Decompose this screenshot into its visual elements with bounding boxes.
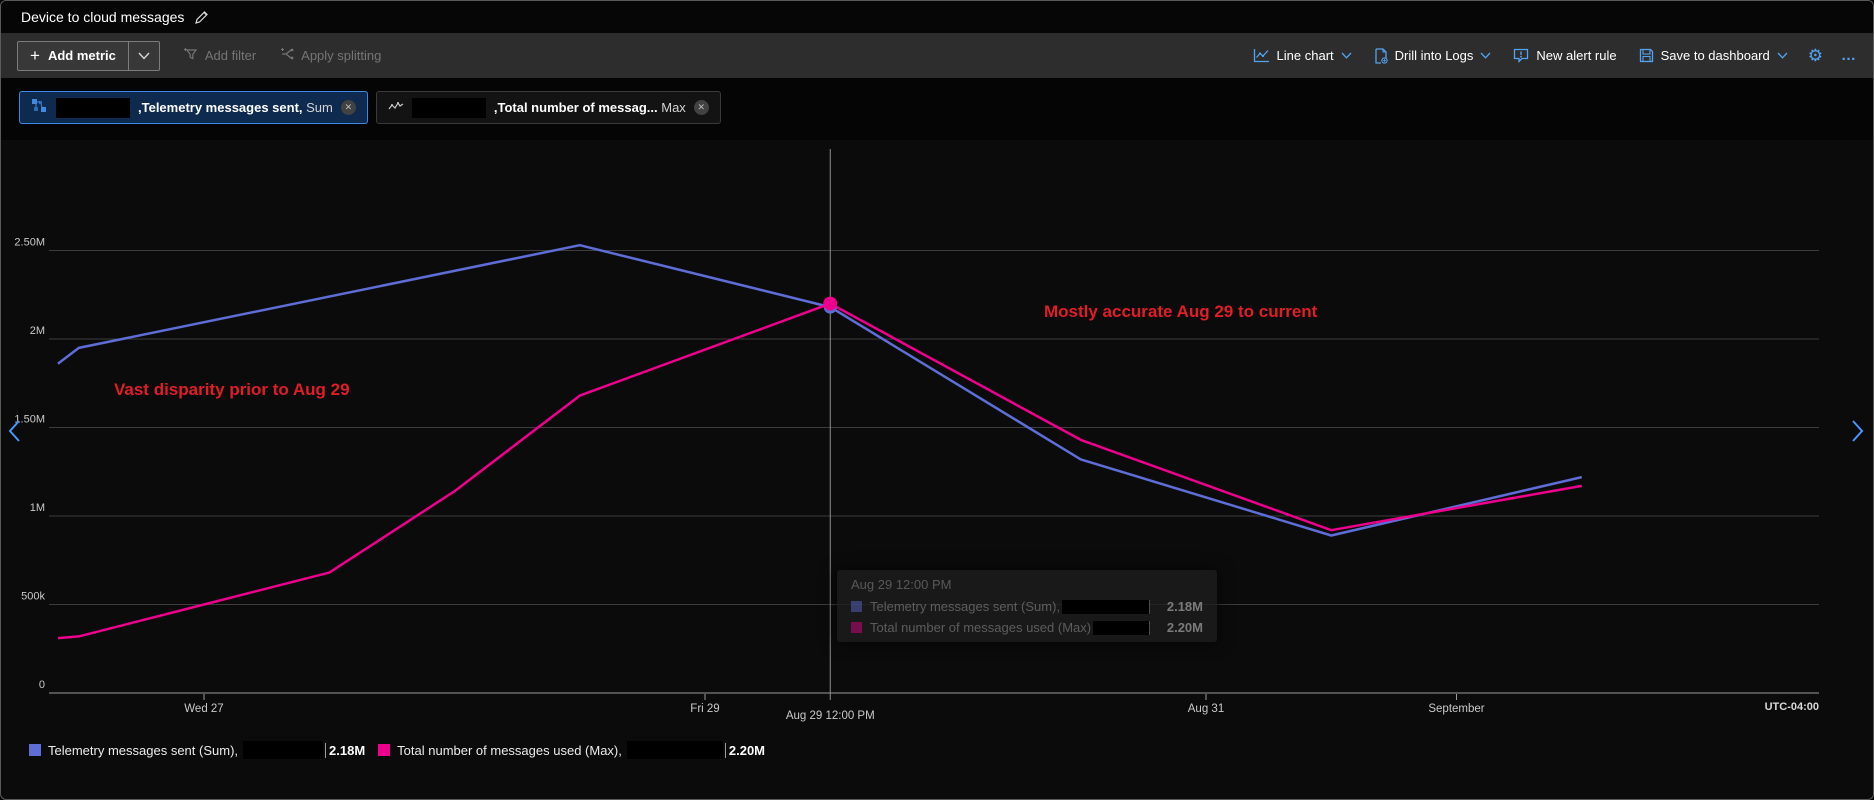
save-to-dashboard-button[interactable]: Save to dashboard: [1639, 48, 1788, 63]
plus-icon: +: [30, 46, 40, 65]
highlight-dot-pink: [823, 296, 838, 311]
tooltip-row: Telemetry messages sent (Sum), 2.18M: [851, 597, 1203, 616]
redacted-resource-name: [243, 741, 324, 759]
alert-rule-icon: [1513, 48, 1529, 63]
series-swatch: [378, 744, 391, 756]
add-filter-label: Add filter: [204, 48, 257, 63]
chart-type-selector[interactable]: Line chart: [1253, 48, 1352, 63]
add-metric-dropdown[interactable]: [129, 42, 159, 70]
iot-hub-icon: [31, 98, 48, 118]
add-metric-label: Add metric: [47, 48, 116, 63]
title-bar: Device to cloud messages: [1, 1, 1873, 33]
y-axis-label: 0: [39, 679, 45, 691]
chevron-down-icon: [1480, 52, 1491, 59]
apply-splitting-button[interactable]: Apply splitting: [280, 47, 381, 64]
annotation-vast-disparity: Vast disparity prior to Aug 29: [114, 380, 350, 399]
legend-item-telemetry[interactable]: Telemetry messages sent (Sum), 2.18M: [29, 741, 365, 759]
button-divider: [127, 41, 129, 70]
add-metric-button[interactable]: + Add metric: [17, 40, 160, 71]
toolbar: + Add metric Add filter Apply splitting: [1, 33, 1873, 78]
splitting-icon: [280, 47, 295, 64]
tooltip-separator: [1149, 620, 1150, 635]
legend-separator: [724, 742, 726, 758]
redacted-resource-name: [56, 97, 130, 118]
annotation-mostly-accurate: Mostly accurate Aug 29 to current: [1044, 302, 1318, 321]
legend-separator: [325, 742, 327, 758]
y-axis-label: 1M: [30, 502, 45, 514]
y-axis-label: 1.50M: [14, 414, 45, 426]
chip-metric-name: ,Telemetry messages sent,: [138, 100, 303, 115]
tooltip-series-label: Total number of messages used (Max): [870, 620, 1092, 635]
scroll-time-right-chevron[interactable]: [1851, 419, 1865, 448]
drill-into-logs-label: Drill into Logs: [1394, 48, 1474, 63]
chip-aggregation-value: Sum: [306, 100, 333, 115]
tooltip-row: Total number of messages used (Max) 2.20…: [851, 618, 1203, 637]
chart-type-label: Line chart: [1276, 48, 1334, 63]
tooltip-series-value: 2.20M: [1166, 620, 1203, 635]
x-axis-label: Fri 29: [690, 703, 719, 715]
filter-icon: [183, 47, 199, 64]
chip-metric-name: ,Total number of messag...: [493, 100, 658, 115]
new-alert-rule-label: New alert rule: [1536, 48, 1617, 63]
messages-used-line: [57, 302, 1583, 640]
chip-aggregation-value: Max: [661, 100, 686, 115]
redacted-resource-name: [626, 741, 723, 759]
apply-splitting-label: Apply splitting: [301, 48, 382, 63]
save-icon: [1639, 48, 1654, 63]
logs-document-icon: [1374, 47, 1388, 64]
more-options-ellipsis[interactable]: …: [1841, 47, 1857, 64]
chart-tooltip: Aug 29 12:00 PM Telemetry messages sent …: [837, 570, 1217, 642]
y-axis-label: 2.50M: [14, 237, 45, 249]
x-axis-label: September: [1428, 703, 1484, 715]
x-axis-label: Wed 27: [184, 703, 223, 715]
settings-gear-icon[interactable]: ⚙: [1807, 45, 1823, 65]
legend-value: 2.20M: [728, 742, 766, 758]
legend-label: Telemetry messages sent (Sum),: [48, 742, 239, 758]
series-swatch: [851, 601, 862, 612]
legend-value: 2.18M: [329, 742, 366, 758]
legend-item-total-messages[interactable]: Total number of messages used (Max), 2.2…: [378, 741, 765, 759]
series-swatch: [851, 622, 862, 633]
legend-label: Total number of messages used (Max),: [397, 742, 622, 758]
crosshair-time-label: Aug 29 12:00 PM: [786, 710, 875, 722]
drill-into-logs-button[interactable]: Drill into Logs: [1374, 47, 1492, 64]
metric-chip-total-messages[interactable]: ,Total number of messag... Max ✕: [375, 91, 721, 124]
x-axis-label: Aug 31: [1188, 703, 1224, 715]
tooltip-series-label: Telemetry messages sent (Sum),: [870, 599, 1061, 614]
remove-metric-icon[interactable]: ✕: [693, 100, 709, 115]
tooltip-separator: [1149, 599, 1150, 614]
tooltip-timestamp: Aug 29 12:00 PM: [851, 577, 952, 592]
metric-chip-telemetry[interactable]: ,Telemetry messages sent, Sum ✕: [19, 91, 368, 124]
redacted-resource-name: [411, 97, 486, 118]
series-swatch: [29, 744, 41, 756]
chart-legend: Telemetry messages sent (Sum), 2.18M Tot…: [29, 741, 765, 759]
redacted-resource-name: [1062, 599, 1150, 614]
line-chart-icon: [1253, 48, 1270, 63]
chevron-down-icon: [1341, 52, 1352, 59]
y-axis-label: 2M: [30, 325, 45, 337]
scroll-time-left-chevron[interactable]: [7, 419, 21, 448]
save-to-dashboard-label: Save to dashboard: [1660, 48, 1770, 63]
metric-chips-band: ,Telemetry messages sent, Sum ✕ ,Total n…: [1, 78, 1873, 140]
remove-metric-icon[interactable]: ✕: [340, 100, 356, 115]
new-alert-rule-button[interactable]: New alert rule: [1513, 48, 1617, 63]
metric-pulse-icon: [388, 100, 404, 115]
redacted-resource-name: [1093, 620, 1150, 635]
y-axis-label: 500k: [21, 591, 45, 603]
edit-title-icon[interactable]: [194, 10, 209, 25]
add-filter-button[interactable]: Add filter: [183, 47, 257, 64]
chevron-down-icon: [1777, 52, 1788, 59]
tooltip-series-value: 2.18M: [1166, 599, 1203, 614]
timezone-label: UTC-04:00: [1765, 701, 1819, 713]
page-title: Device to cloud messages: [21, 9, 185, 25]
